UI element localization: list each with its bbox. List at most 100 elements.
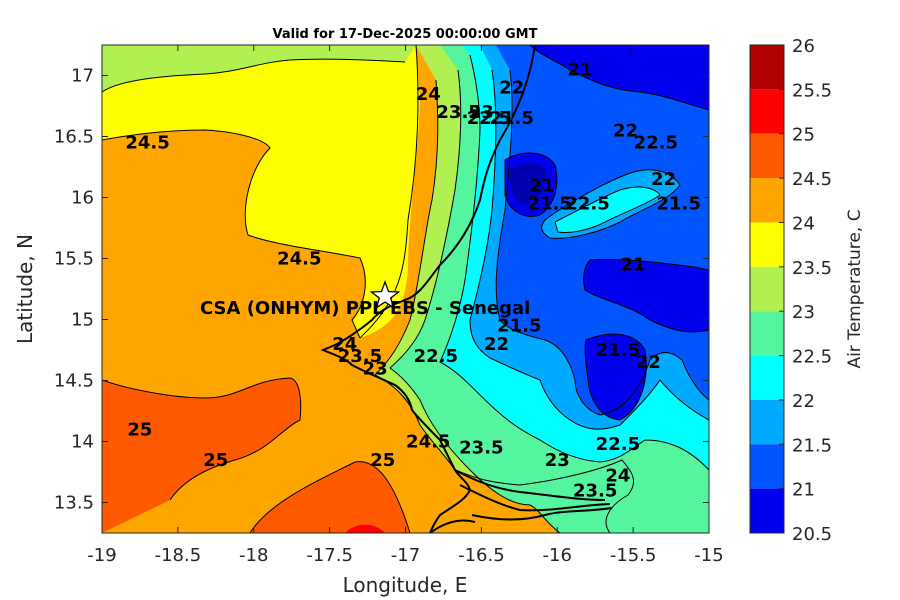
contour-label: 21 bbox=[567, 59, 592, 80]
site-star-icon bbox=[369, 280, 401, 310]
isotherm-23 bbox=[389, 69, 561, 533]
contour-label: 23 bbox=[363, 358, 388, 379]
isotherm-21-south bbox=[584, 333, 647, 421]
site-label: CSA (ONHYM) PPL EBS - Senegal bbox=[200, 298, 530, 319]
x-tick-label: -16 bbox=[543, 545, 572, 566]
isotherm-24-north bbox=[102, 58, 406, 93]
x-tick-label: -16.5 bbox=[458, 545, 505, 566]
field-21-north bbox=[530, 45, 709, 110]
colorbar-tick-label: 22.5 bbox=[792, 347, 832, 368]
y-tick-label: 15.5 bbox=[54, 249, 94, 270]
field-24 bbox=[102, 45, 420, 338]
colorbar-tick-label: 24 bbox=[792, 213, 815, 234]
colorbar-swatch bbox=[750, 355, 784, 400]
x-axis-label: Longitude, E bbox=[343, 573, 468, 597]
contour-label: 24.5 bbox=[277, 249, 321, 270]
colorbar-swatch bbox=[750, 178, 784, 223]
contour-label: 25 bbox=[370, 450, 395, 471]
colorbar-swatch bbox=[750, 488, 784, 533]
contour-label: 24 bbox=[416, 84, 441, 105]
contour-label: 22 bbox=[636, 352, 661, 373]
x-tick-label: -17 bbox=[391, 545, 420, 566]
contour-label: 23.5 bbox=[338, 346, 382, 367]
contour-label: 21.5 bbox=[497, 316, 541, 337]
contour-label: 23 bbox=[469, 102, 494, 123]
isotherm-21-center bbox=[504, 152, 558, 217]
x-tick-label: -17.5 bbox=[306, 545, 353, 566]
x-tick-label: -15.5 bbox=[610, 545, 657, 566]
isotherm-24.5 bbox=[102, 129, 366, 339]
contour-label: 23.5 bbox=[459, 438, 503, 459]
y-tick-label: 17 bbox=[71, 66, 94, 87]
isotherm-21-north bbox=[529, 45, 709, 111]
colorbar-tick-label: 23 bbox=[792, 302, 815, 323]
y-axis: 17 16.5 16 15.5 15 14.5 14 13.5 bbox=[54, 66, 709, 514]
isotherm-22 bbox=[469, 69, 709, 430]
contour-label: 24.5 bbox=[125, 133, 169, 154]
field-20.5 bbox=[509, 162, 546, 205]
contour-label: 22.5 bbox=[565, 194, 609, 215]
x-tick-label: -19 bbox=[87, 545, 116, 566]
contour-label: 21.5 bbox=[490, 108, 534, 129]
map-area bbox=[102, 45, 709, 533]
colorbar-tick-label: 25.5 bbox=[792, 80, 832, 101]
isotherm-22.5 bbox=[439, 54, 709, 471]
contour-label: 21 bbox=[530, 175, 555, 196]
isotherm-23.5 bbox=[374, 79, 634, 533]
colorbar-tick-label: 20.5 bbox=[792, 524, 832, 545]
isotherm-22-tongue bbox=[541, 169, 681, 239]
colorbar-swatch bbox=[750, 399, 784, 445]
field-25.5 bbox=[345, 524, 385, 533]
isotherm-25-south bbox=[249, 461, 411, 533]
colorbar-swatch bbox=[750, 444, 784, 489]
colorbar-swatch bbox=[750, 222, 784, 267]
contour-label: 25 bbox=[203, 450, 228, 471]
field-21-south bbox=[585, 334, 647, 420]
contour-label: 24.5 bbox=[406, 432, 450, 453]
colorbar-tick-label: 23.5 bbox=[792, 258, 832, 279]
y-tick-label: 16 bbox=[71, 188, 94, 209]
contour-label: 22 bbox=[651, 169, 676, 190]
contour-label: 22 bbox=[484, 334, 509, 355]
isotherm-21-east bbox=[583, 258, 709, 333]
contour-label: 21.5 bbox=[656, 194, 700, 215]
colorbar-tick-label: 26 bbox=[792, 36, 815, 57]
colorbar-swatch bbox=[750, 133, 784, 179]
colorbar-tick-label: 25 bbox=[792, 125, 815, 146]
y-tick-label: 16.5 bbox=[54, 127, 94, 148]
colorbar-swatch bbox=[750, 89, 784, 134]
coastline bbox=[320, 45, 536, 533]
contour-labels: 24.524.52423.52322.52221.5212222.52221.5… bbox=[125, 59, 701, 501]
field-21-east bbox=[583, 259, 709, 332]
isotherm-22.5-tongue bbox=[554, 186, 661, 233]
contour-label: 22.5 bbox=[634, 133, 678, 154]
border-gambia-north bbox=[454, 469, 606, 501]
border-guinea-bissau bbox=[429, 519, 476, 533]
contour-label: 23.5 bbox=[436, 102, 480, 123]
y-tick-label: 15 bbox=[71, 310, 94, 331]
x-tick-label: -18 bbox=[239, 545, 268, 566]
colorbar: 26 25.5 25 24.5 24 23.5 23 22.5 22 21.5 21 20.5 bbox=[749, 36, 832, 545]
colorbar-tick-label: 24.5 bbox=[792, 169, 832, 190]
contour-label: 21 bbox=[621, 255, 646, 276]
colorbar-label: Air Temperature, C bbox=[845, 209, 865, 368]
contour-label: 22.5 bbox=[467, 108, 511, 129]
border-gambia-south bbox=[459, 484, 611, 512]
x-tick-label: -18.5 bbox=[155, 545, 202, 566]
casamance-river bbox=[471, 507, 613, 521]
colorbar-tick-label: 21.5 bbox=[792, 435, 832, 456]
contour-label: 24 bbox=[332, 334, 357, 355]
y-tick-label: 14.5 bbox=[54, 371, 94, 392]
colorbar-swatch bbox=[750, 266, 784, 312]
colorbar-swatch bbox=[750, 45, 784, 90]
y-tick-label: 14 bbox=[71, 432, 94, 453]
field-23.5-north bbox=[102, 45, 416, 92]
colorbar-tick-label: 21 bbox=[792, 480, 815, 501]
contour-label: 22 bbox=[499, 78, 524, 99]
chart-title: Valid for 17-Dec-2025 00:00:00 GMT bbox=[273, 27, 538, 42]
colorbar-tick-label: 22 bbox=[792, 391, 815, 412]
field-22.5-tongue bbox=[555, 187, 660, 233]
contour-label: 21.5 bbox=[596, 340, 640, 361]
y-tick-label: 13.5 bbox=[54, 493, 94, 514]
